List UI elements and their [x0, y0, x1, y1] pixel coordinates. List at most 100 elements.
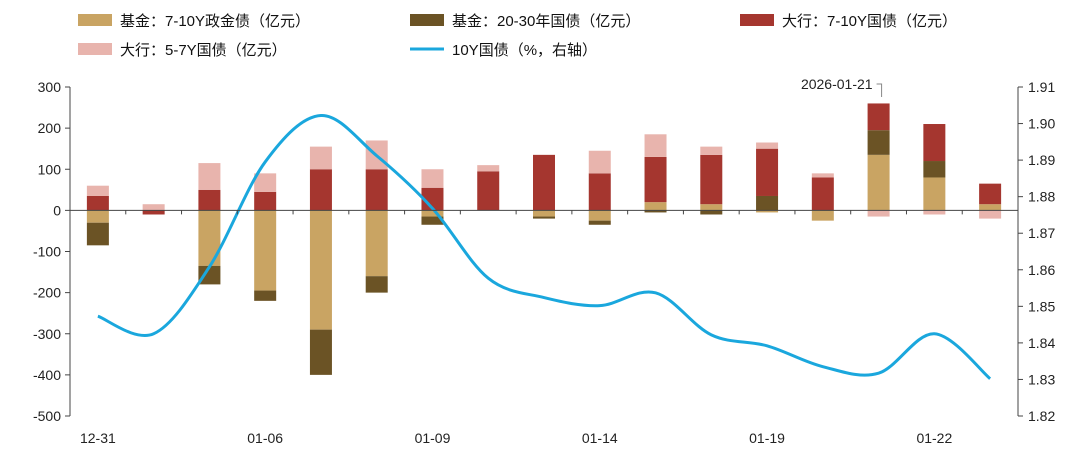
bar-segment-series-4 — [86, 185, 109, 196]
bar-segment-series-3 — [421, 187, 444, 211]
bar-segment-series-1 — [867, 154, 890, 211]
bar-segment-series-1 — [700, 204, 723, 211]
x-tick-label: 12-31 — [80, 430, 116, 446]
legend-label-line: 10Y国债（%，右轴） — [452, 42, 597, 59]
legend-label-series-1: 基金：7-10Y政金债（亿元） — [120, 13, 310, 30]
right-tick-label: 1.82 — [1028, 408, 1055, 424]
right-tick-label: 1.87 — [1028, 225, 1055, 241]
bar-segment-series-1 — [86, 210, 109, 223]
bar-segment-series-1 — [588, 210, 611, 221]
legend-label-series-4: 大行：5-7Y国债（亿元） — [120, 42, 287, 59]
bar-segment-series-4 — [254, 173, 277, 192]
left-tick-label: -500 — [33, 408, 61, 424]
right-tick-label: 1.88 — [1028, 189, 1055, 205]
bar-segment-series-4 — [979, 210, 1002, 219]
bar-segment-series-4 — [756, 142, 779, 149]
bar-segment-series-4 — [198, 163, 221, 190]
right-tick-label: 1.85 — [1028, 298, 1055, 314]
right-tick-label: 1.84 — [1028, 335, 1055, 351]
legend-swatch-series-1 — [78, 14, 112, 26]
bar-segment-series-3 — [142, 210, 165, 215]
annotation-leader — [876, 83, 883, 97]
yield-line — [97, 114, 992, 380]
right-tick-label: 1.91 — [1028, 79, 1055, 95]
bar-segment-series-1 — [644, 202, 667, 211]
bar-segment-series-2 — [254, 290, 277, 301]
bar-segment-series-3 — [533, 154, 555, 211]
right-tick-label: 1.90 — [1028, 116, 1055, 132]
bar-segment-series-1 — [421, 210, 444, 217]
bar-segment-series-2 — [644, 210, 667, 213]
left-tick-label: -300 — [33, 326, 61, 342]
bar-segment-series-3 — [923, 124, 946, 162]
left-tick-label: -100 — [33, 244, 61, 260]
bar-segment-series-3 — [811, 177, 834, 211]
bar-segment-series-2 — [533, 216, 555, 219]
bar-segment-series-1 — [756, 210, 779, 213]
left-tick-label: -400 — [33, 367, 61, 383]
bar-segment-series-4 — [588, 150, 611, 174]
x-tick-label: 01-19 — [749, 430, 785, 446]
left-y-axis: 300 200 100 0 -100 -200 -300 -400 -500 — [33, 79, 71, 424]
bar-segment-series-2 — [421, 216, 444, 225]
bar-segment-series-2 — [867, 130, 890, 155]
bar-segment-series-2 — [309, 329, 332, 375]
right-tick-label: 1.86 — [1028, 262, 1055, 278]
bar-segment-series-3 — [644, 156, 667, 203]
bar-segment-series-4 — [644, 134, 667, 157]
legend-swatch-series-4 — [78, 43, 112, 55]
bar-segment-series-1 — [198, 210, 221, 266]
bar-segment-series-1 — [533, 210, 555, 217]
bar-segment-series-2 — [756, 195, 779, 211]
left-tick-label: 0 — [53, 202, 61, 218]
bar-segment-series-1 — [923, 177, 946, 211]
bar-segment-series-3 — [365, 169, 388, 211]
bar-segment-series-2 — [86, 222, 109, 246]
bar-segment-series-4 — [811, 173, 834, 178]
bar-segment-series-2 — [700, 210, 723, 215]
x-tick-label: 01-06 — [247, 430, 283, 446]
bar-segment-series-1 — [365, 210, 388, 277]
bar-segment-series-3 — [756, 148, 779, 196]
legend-label-series-3: 大行：7-10Y国债（亿元） — [782, 13, 957, 30]
legend-label-series-2: 基金：20-30年国债（亿元） — [452, 13, 640, 30]
bar-segment-series-2 — [923, 161, 946, 178]
annotation-label: 2026-01-21 — [801, 76, 873, 92]
x-tick-label: 01-14 — [582, 430, 618, 446]
bar-series — [86, 103, 1002, 375]
annotation: 2026-01-21 — [801, 76, 883, 97]
bar-segment-series-3 — [309, 169, 332, 211]
bar-segment-series-3 — [254, 191, 277, 211]
bar-segment-series-2 — [365, 276, 388, 293]
bar-segment-series-4 — [700, 146, 723, 155]
line-series — [97, 114, 992, 380]
bar-segment-series-1 — [254, 210, 277, 291]
legend-swatch-series-3 — [740, 14, 774, 26]
x-tick-label: 01-09 — [415, 430, 451, 446]
bar-segment-series-3 — [588, 173, 611, 211]
bar-segment-series-4 — [477, 165, 500, 172]
right-tick-label: 1.89 — [1028, 152, 1055, 168]
left-tick-label: -200 — [33, 285, 61, 301]
bar-segment-series-2 — [198, 265, 221, 285]
right-tick-label: 1.83 — [1028, 371, 1055, 387]
left-tick-label: 300 — [38, 79, 62, 95]
right-y-axis: 1.91 1.90 1.89 1.88 1.87 1.86 1.85 1.84 1.83 1.82 — [1017, 79, 1055, 424]
x-axis: 12-31 01-06 01-09 01-14 01-19 01-22 — [69, 209, 1019, 446]
bar-segment-series-2 — [588, 220, 611, 225]
bar-segment-series-4 — [923, 210, 946, 215]
bar-segment-series-3 — [198, 189, 221, 211]
legend-swatch-series-2 — [410, 14, 444, 26]
legend: 基金：7-10Y政金债（亿元） 基金：20-30年国债（亿元） 大行：7-10Y国债… — [78, 13, 957, 59]
bar-segment-series-3 — [700, 154, 723, 205]
bar-segment-series-3 — [477, 171, 500, 211]
bar-segment-series-1 — [979, 204, 1002, 211]
bar-segment-series-1 — [309, 210, 332, 330]
bar-segment-series-1 — [811, 210, 834, 221]
bar-segment-series-4 — [309, 146, 332, 170]
bar-segment-series-4 — [142, 204, 165, 211]
x-tick-label: 01-22 — [916, 430, 952, 446]
left-tick-label: 200 — [38, 120, 62, 136]
left-tick-label: 100 — [38, 161, 62, 177]
